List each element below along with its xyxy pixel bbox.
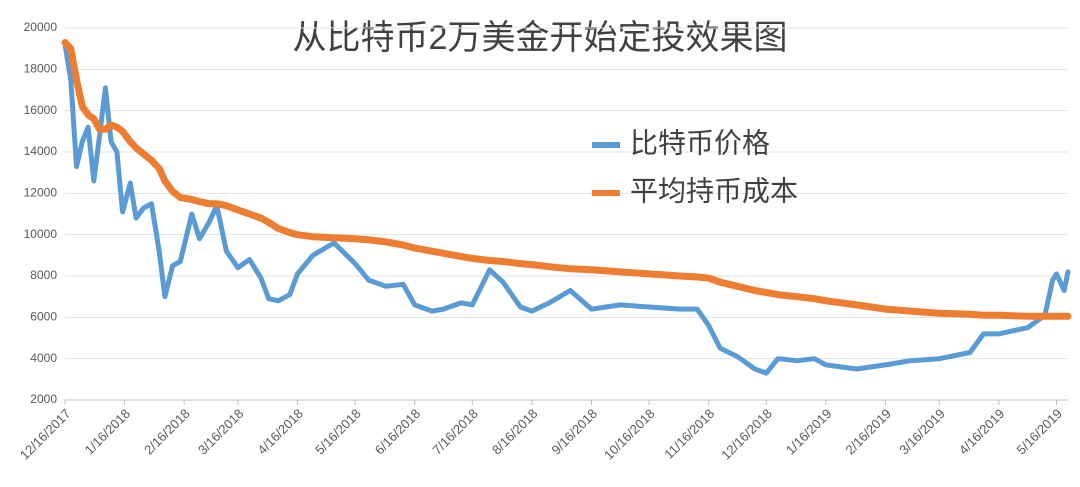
- x-tick-label: 10/16/2018: [601, 406, 658, 463]
- x-tick-label: 12/16/2017: [17, 406, 74, 463]
- legend-label: 比特币价格: [630, 127, 770, 158]
- x-tick-label: 5/16/2019: [1014, 406, 1066, 458]
- x-tick-label: 2/16/2018: [141, 406, 193, 458]
- y-tick-label: 8000: [30, 268, 57, 282]
- x-tick-label: 8/16/2018: [489, 406, 541, 458]
- x-tick-label: 3/16/2018: [195, 406, 247, 458]
- x-tick-label: 4/16/2018: [255, 406, 307, 458]
- x-tick-label: 9/16/2018: [549, 406, 601, 458]
- y-tick-label: 18000: [24, 62, 58, 76]
- y-tick-label: 4000: [30, 351, 57, 365]
- y-tick-label: 16000: [24, 103, 58, 117]
- y-tick-label: 14000: [24, 144, 58, 158]
- x-tick-label: 1/16/2019: [783, 406, 835, 458]
- x-tick-label: 2/16/2019: [843, 406, 895, 458]
- y-tick-label: 10000: [24, 227, 58, 241]
- x-tick-label: 7/16/2018: [429, 406, 481, 458]
- x-tick-label: 5/16/2018: [312, 406, 364, 458]
- x-tick-label: 4/16/2019: [956, 406, 1008, 458]
- x-tick-label: 11/16/2018: [661, 406, 717, 462]
- y-tick-label: 12000: [24, 186, 58, 200]
- series-line: [61, 39, 1072, 320]
- x-tick-label: 3/16/2019: [896, 406, 948, 458]
- x-tick-label: 12/16/2018: [718, 406, 775, 463]
- chart-title: 从比特币2万美金开始定投效果图: [293, 19, 788, 57]
- y-tick-label: 20000: [24, 20, 58, 34]
- y-tick-label: 6000: [30, 310, 57, 324]
- y-tick-label: 2000: [30, 392, 57, 406]
- x-tick-label: 1/16/2018: [82, 406, 134, 458]
- series-line: [62, 42, 1071, 376]
- legend-label: 平均持币成本: [630, 175, 798, 206]
- x-tick-label: 6/16/2018: [372, 406, 424, 458]
